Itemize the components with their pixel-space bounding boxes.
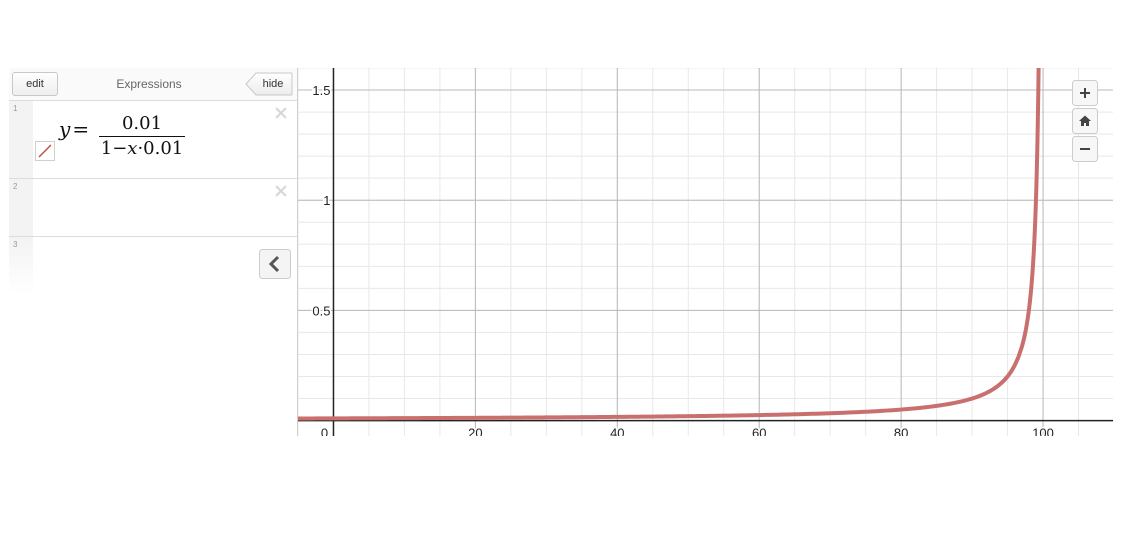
plot-svg[interactable]: 0 20 40 60 80 100 0.5 1 1.5: [298, 68, 1113, 436]
edit-button[interactable]: edit: [12, 72, 58, 96]
calculator-app: edit Expressions hide 1: [9, 68, 1113, 436]
row-index: 2: [13, 182, 18, 191]
expression-row[interactable]: 3: [9, 237, 297, 295]
default-viewport-button[interactable]: [1072, 108, 1098, 134]
x-tick-label: 0: [321, 426, 328, 436]
line-style-icon: [38, 144, 52, 158]
row-gutter: 2: [9, 179, 33, 236]
x-tick-label: 20: [468, 426, 482, 436]
expressions-panel: edit Expressions hide 1: [9, 68, 297, 436]
zoom-in-button[interactable]: [1072, 80, 1098, 106]
y-tick-label: 1: [323, 193, 330, 208]
panel-header: edit Expressions hide: [9, 68, 297, 101]
y-tick-label: 1.5: [312, 83, 330, 98]
hide-button-shape: [245, 72, 293, 96]
x-tick-label: 40: [610, 426, 624, 436]
tick-labels: 0 20 40 60 80 100 0.5 1 1.5: [311, 82, 1055, 436]
expression-row[interactable]: 1 y = 0.01 1−x·0.01: [9, 101, 297, 179]
collapse-button[interactable]: [259, 249, 291, 279]
x-tick-label: 60: [752, 426, 766, 436]
formula-lhs: y =: [59, 117, 90, 141]
curve-layer: [298, 68, 1041, 421]
row-gutter: 3: [9, 237, 33, 295]
panel-title: Expressions: [116, 77, 182, 91]
y-tick-label: 0.5: [312, 303, 330, 318]
curve-line: [298, 68, 1041, 421]
row-index: 3: [13, 240, 18, 249]
x-tick-label: 80: [894, 426, 908, 436]
axes: [298, 68, 1113, 436]
major-gridlines: [298, 68, 1113, 436]
hide-button[interactable]: hide: [245, 72, 293, 96]
close-icon[interactable]: [273, 183, 289, 199]
minus-icon: [1072, 136, 1098, 162]
expression-row[interactable]: 2: [9, 179, 297, 237]
x-tick-label: 100: [1032, 426, 1054, 436]
graph-paper[interactable]: 0 20 40 60 80 100 0.5 1 1.5: [297, 68, 1113, 436]
close-icon[interactable]: [273, 105, 289, 121]
formula-denominator: 1−x·0.01: [100, 138, 184, 159]
row-gutter: 1: [9, 101, 33, 178]
hide-button-label: hide: [262, 78, 284, 90]
plus-icon: [1072, 80, 1098, 106]
home-icon: [1072, 108, 1098, 134]
color-swatch[interactable]: [35, 141, 55, 161]
formula-numerator: 0.01: [121, 113, 163, 134]
minor-gridlines: [298, 68, 1113, 436]
fraction-bar: [99, 136, 185, 137]
chevron-left-icon: [259, 249, 291, 279]
row-index: 1: [13, 104, 18, 113]
zoom-out-button[interactable]: [1072, 136, 1098, 162]
